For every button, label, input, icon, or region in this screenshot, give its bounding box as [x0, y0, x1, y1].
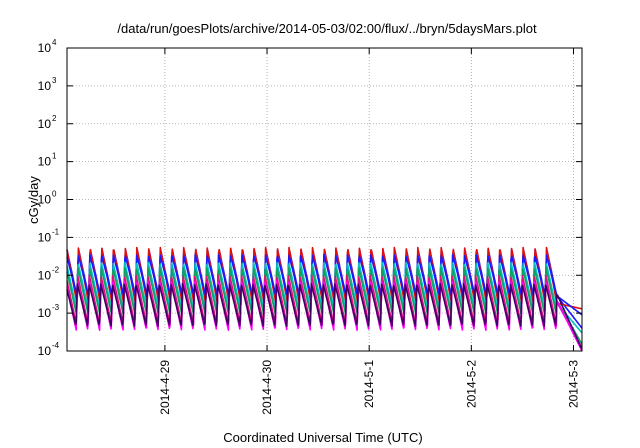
- y-tick-exponent: -1: [52, 227, 60, 236]
- y-tick-label: 10: [38, 117, 52, 131]
- series-group: [66, 246, 583, 352]
- y-tick-exponent: 1: [52, 152, 57, 161]
- y-tick-label: 10: [38, 193, 52, 207]
- y-tick-exponent: -4: [52, 341, 60, 350]
- x-tick-label: 2014-5-1: [362, 360, 376, 408]
- x-tick-label: 2014-4-29: [158, 360, 172, 415]
- x-tick-label: 2014-5-2: [464, 360, 478, 408]
- y-tick-exponent: -2: [52, 265, 60, 274]
- series-line: [66, 274, 583, 349]
- y-tick-exponent: 0: [52, 190, 57, 199]
- plot-frame: [66, 47, 583, 352]
- x-tick-label: 2014-4-30: [260, 360, 274, 415]
- y-tick-label: 10: [38, 306, 52, 320]
- y-tick-label: 10: [38, 344, 52, 358]
- series-line: [66, 261, 583, 334]
- y-tick-label: 10: [38, 230, 52, 244]
- x-axis-label: Coordinated Universal Time (UTC): [223, 430, 422, 445]
- chart-title: /data/run/goesPlots/archive/2014-05-03/0…: [117, 21, 537, 36]
- y-axis-label: cGy/day: [26, 176, 41, 224]
- series-line: [66, 253, 583, 316]
- y-tick-exponent: -3: [52, 303, 60, 312]
- series-line: [66, 266, 583, 345]
- y-tick-label: 10: [38, 79, 52, 93]
- y-tick-label: 10: [38, 155, 52, 169]
- y-tick-label: 10: [38, 268, 52, 282]
- x-tick-label: 2014-5-3: [566, 360, 580, 408]
- y-tick-label: 10: [38, 41, 52, 55]
- y-tick-exponent: 3: [52, 76, 57, 85]
- series-line: [66, 282, 583, 350]
- y-tick-exponent: 4: [52, 38, 57, 47]
- y-tick-exponent: 2: [52, 114, 57, 123]
